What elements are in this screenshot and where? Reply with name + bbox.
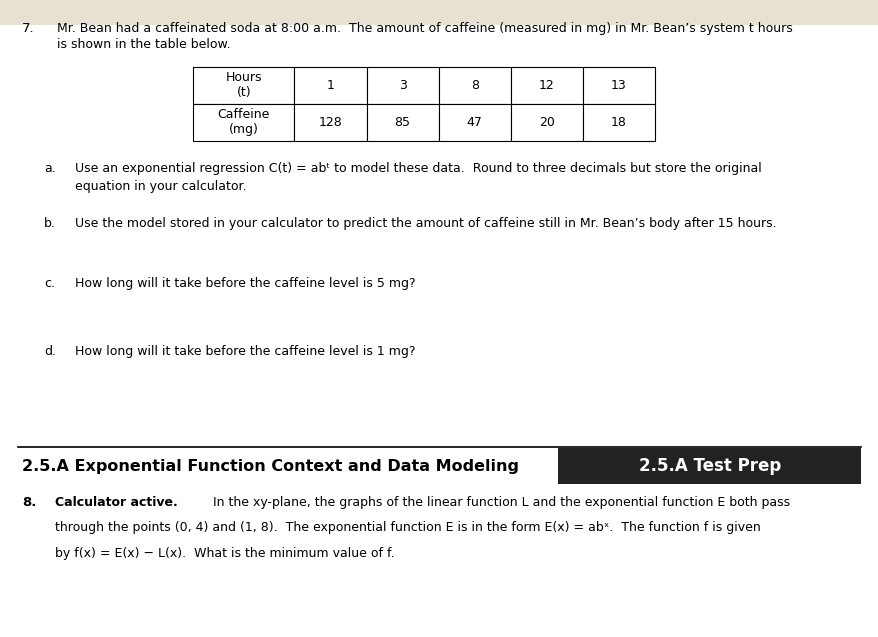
Bar: [366, 67, 438, 104]
Text: Calculator active.: Calculator active.: [55, 496, 178, 508]
Text: 47: 47: [466, 116, 482, 129]
Bar: [193, 67, 294, 104]
Text: Use an exponential regression C(t) = abᵗ to model these data.  Round to three de: Use an exponential regression C(t) = abᵗ…: [75, 162, 760, 194]
Text: 13: 13: [610, 79, 626, 92]
Bar: [510, 67, 582, 104]
Bar: [582, 67, 654, 104]
Text: 1: 1: [327, 79, 334, 92]
Bar: [438, 67, 510, 104]
Text: In the xy-plane, the graphs of the linear function L and the exponential functio: In the xy-plane, the graphs of the linea…: [209, 496, 789, 508]
Text: Caffeine
(mg): Caffeine (mg): [218, 108, 270, 136]
Bar: [0, 0, 878, 25]
Text: How long will it take before the caffeine level is 5 mg?: How long will it take before the caffein…: [75, 277, 415, 290]
Text: Use the model stored in your calculator to predict the amount of caffeine still : Use the model stored in your calculator …: [75, 217, 775, 229]
Text: by f(x) = E(x) − L(x).  What is the minimum value of f.: by f(x) = E(x) − L(x). What is the minim…: [55, 547, 394, 559]
Text: 18: 18: [610, 116, 626, 129]
Text: c.: c.: [44, 277, 55, 290]
Bar: [558, 448, 860, 484]
Bar: [193, 104, 294, 141]
Text: 20: 20: [538, 116, 554, 129]
Text: 7.: 7.: [22, 22, 34, 35]
Text: 128: 128: [318, 116, 342, 129]
Text: is shown in the table below.: is shown in the table below.: [57, 38, 231, 51]
Text: 12: 12: [538, 79, 554, 92]
Text: 3: 3: [399, 79, 406, 92]
Text: b.: b.: [44, 217, 56, 229]
Bar: [510, 104, 582, 141]
Bar: [366, 104, 438, 141]
Text: d.: d.: [44, 345, 56, 358]
Text: How long will it take before the caffeine level is 1 mg?: How long will it take before the caffein…: [75, 345, 414, 358]
Bar: [438, 104, 510, 141]
Text: 8: 8: [470, 79, 479, 92]
Text: Mr. Bean had a caffeinated soda at 8:00 a.m.  The amount of caffeine (measured i: Mr. Bean had a caffeinated soda at 8:00 …: [57, 22, 792, 35]
Text: Hours
(t): Hours (t): [226, 71, 262, 99]
Bar: [294, 67, 366, 104]
Bar: [582, 104, 654, 141]
Text: 2.5.A Exponential Function Context and Data Modeling: 2.5.A Exponential Function Context and D…: [22, 459, 518, 474]
Text: 2.5.A Test Prep: 2.5.A Test Prep: [638, 457, 780, 475]
Text: 85: 85: [394, 116, 410, 129]
Bar: [294, 104, 366, 141]
Text: through the points (0, 4) and (1, 8).  The exponential function E is in the form: through the points (0, 4) and (1, 8). Th…: [55, 521, 760, 534]
Text: 8.: 8.: [22, 496, 36, 508]
Text: a.: a.: [44, 162, 55, 175]
